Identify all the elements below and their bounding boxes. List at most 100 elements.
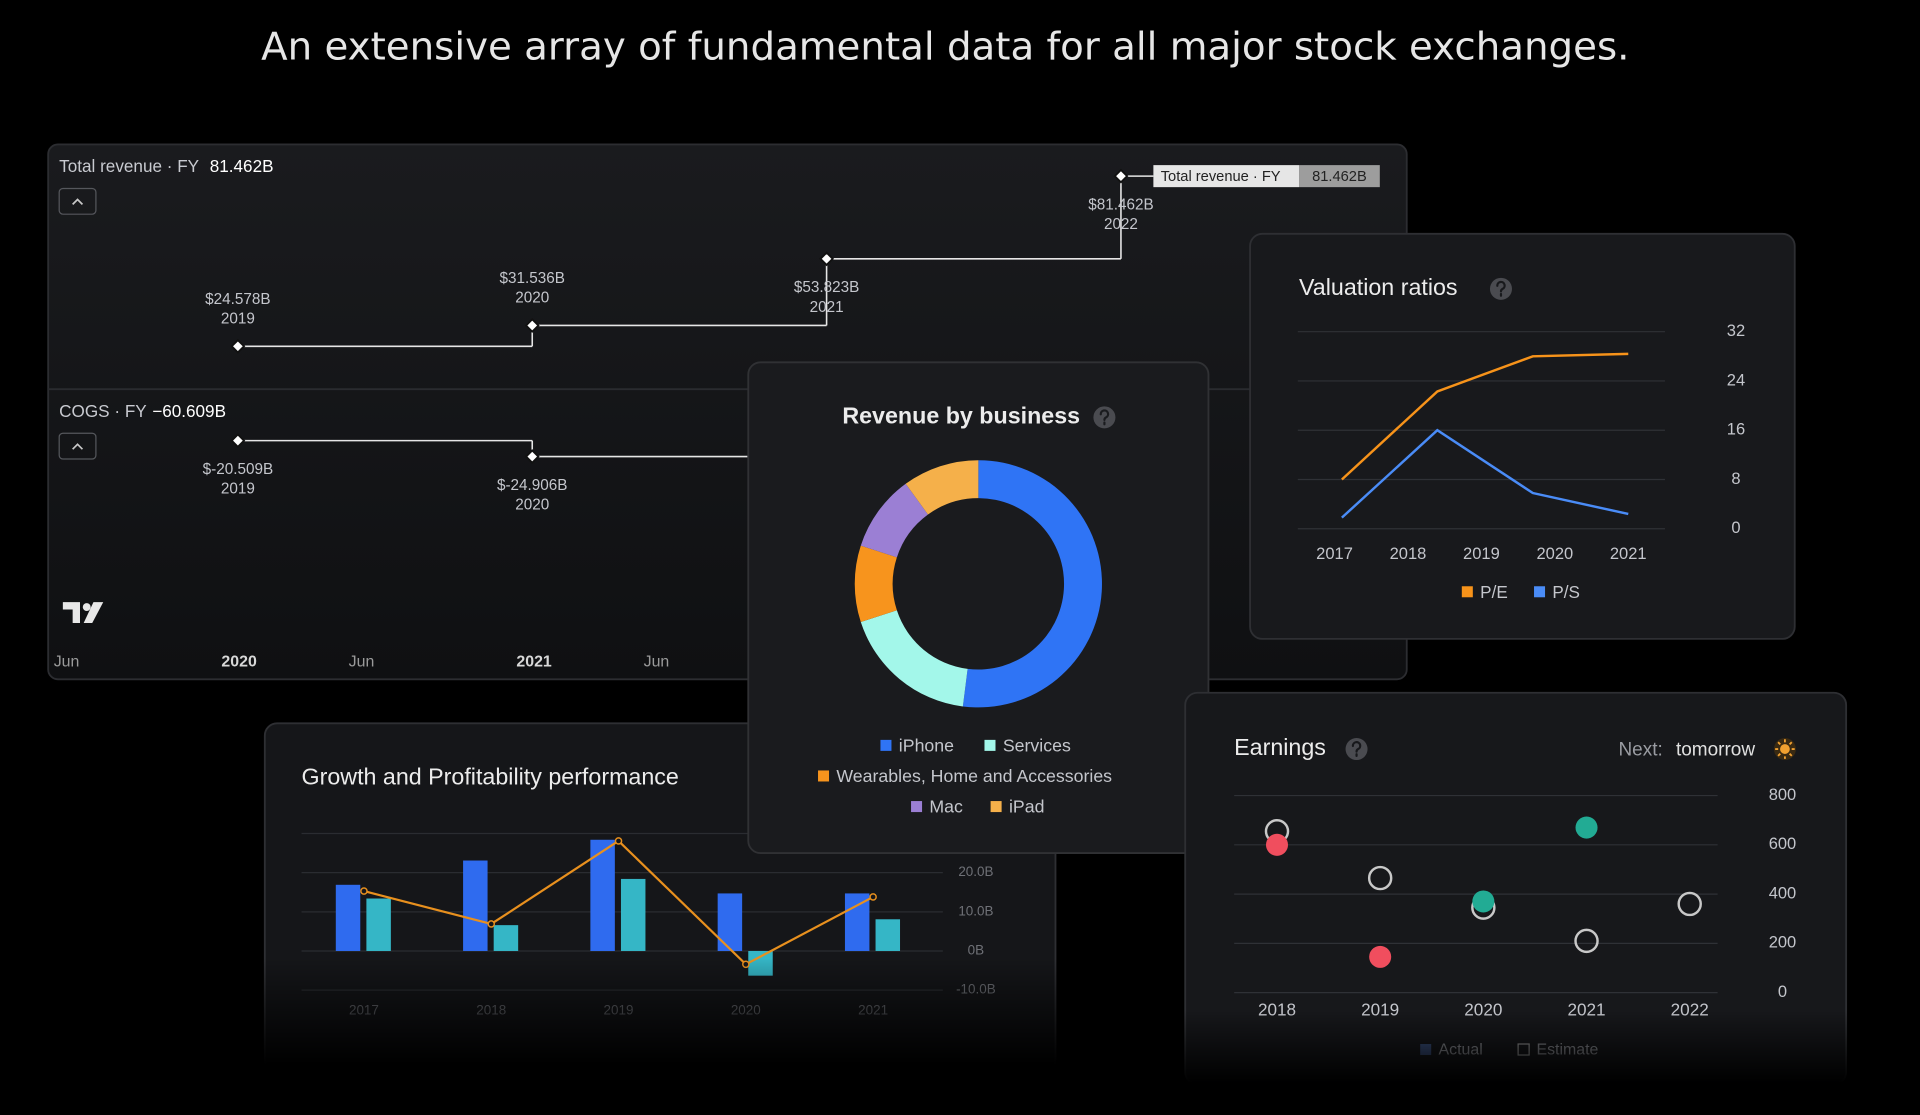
y-tick-label: -10.0B xyxy=(956,982,996,997)
data-point xyxy=(1113,168,1129,184)
x-tick-label: 2020 xyxy=(1536,544,1573,563)
legend-swatch xyxy=(984,739,996,751)
next-label: Next: xyxy=(1618,739,1662,760)
panel-title: Earnings xyxy=(1234,734,1326,760)
help-icon[interactable] xyxy=(1489,277,1512,300)
estimate-point xyxy=(1367,865,1393,891)
next-value: tomorrow xyxy=(1676,739,1755,760)
x-tick-label: 2020 xyxy=(1464,999,1502,1019)
collapse-button[interactable] xyxy=(58,432,97,460)
donut-slice xyxy=(860,610,968,707)
y-tick-label: 16 xyxy=(1727,420,1745,439)
x-tick-label: 2018 xyxy=(476,1003,506,1018)
sun-icon xyxy=(1773,738,1796,761)
value-label: $-24.906B xyxy=(497,477,568,494)
actual-point xyxy=(1265,833,1289,856)
bar xyxy=(366,898,391,951)
x-axis-label: 2020 xyxy=(221,653,257,670)
legend-label: Services xyxy=(1003,735,1071,755)
line-marker xyxy=(360,887,368,895)
panel xyxy=(747,361,1210,854)
x-tick-label: 2019 xyxy=(1463,544,1500,563)
actual-point xyxy=(1369,945,1392,968)
bar xyxy=(463,860,488,951)
panel-title: Total revenue · FY xyxy=(59,156,199,176)
panel-title: Growth and Profitability performance xyxy=(302,764,679,790)
legend-swatch xyxy=(818,770,830,782)
legend-label: Wearables, Home and Accessories xyxy=(836,766,1112,786)
actual-point xyxy=(1575,816,1598,839)
estimate-point xyxy=(1574,928,1599,954)
bar xyxy=(335,884,361,951)
data-point xyxy=(230,338,246,354)
donut-slice xyxy=(905,460,979,515)
panel-value: 81.462B xyxy=(210,156,274,176)
value-label: $31.536B xyxy=(500,270,565,287)
bar xyxy=(875,919,901,951)
line-marker xyxy=(869,893,877,901)
data-point xyxy=(230,433,246,449)
bar xyxy=(590,839,615,951)
estimate-point xyxy=(1677,891,1702,917)
tooltip-title: Total revenue · FY xyxy=(1161,169,1281,185)
legend-swatch xyxy=(911,801,923,813)
data-point xyxy=(524,318,540,333)
bar xyxy=(844,893,870,951)
y-tick-label: 800 xyxy=(1769,785,1797,804)
value-label: $-20.509B xyxy=(203,461,274,478)
line-marker xyxy=(487,920,496,928)
legend-swatch xyxy=(990,801,1002,813)
donut-slice xyxy=(860,483,929,558)
legend-label: P/E xyxy=(1480,582,1508,602)
x-tick-label: 2022 xyxy=(1671,999,1709,1019)
legend-swatch xyxy=(880,739,892,751)
value-label: $24.578B xyxy=(205,291,270,308)
x-axis-label: Jun xyxy=(54,653,80,670)
tradingview-logo xyxy=(62,602,104,623)
donut-slice xyxy=(962,460,1102,708)
legend-label: Actual xyxy=(1439,1041,1483,1058)
year-label: 2022 xyxy=(1104,216,1138,233)
panel-title: Valuation ratios xyxy=(1299,274,1458,300)
legend-label: Estimate xyxy=(1536,1041,1598,1058)
x-axis-label: Jun xyxy=(349,653,375,670)
y-tick-label: 0 xyxy=(1778,982,1787,1001)
legend-swatch xyxy=(1461,586,1473,598)
x-tick-label: 2019 xyxy=(604,1003,634,1018)
help-icon[interactable] xyxy=(1345,738,1368,761)
year-label: 2019 xyxy=(221,310,255,327)
panel-title: Revenue by business xyxy=(842,403,1080,429)
legend-label: iPhone xyxy=(899,735,954,755)
series-line xyxy=(1341,352,1629,481)
help-icon[interactable] xyxy=(1093,406,1116,429)
y-tick-label: 8 xyxy=(1731,469,1740,488)
donut-panel: Revenue by business iPhone Services Wearabl… xyxy=(747,361,1210,854)
value-label: $53.823B xyxy=(794,279,859,296)
x-tick-label: 2017 xyxy=(349,1003,379,1018)
x-tick-label: 2018 xyxy=(1258,999,1296,1019)
panel-title: COGS · FY xyxy=(59,401,147,421)
valuation-panel: Valuation ratios 0 8 16 24 32 2017 2018 2019 2020… xyxy=(1249,232,1796,640)
bar xyxy=(493,925,519,951)
bar xyxy=(748,950,773,976)
y-tick-label: 0B xyxy=(968,943,984,958)
data-point xyxy=(819,251,835,267)
collapse-button[interactable] xyxy=(58,187,97,215)
legend-label: iPad xyxy=(1009,796,1044,816)
panel xyxy=(1249,232,1796,640)
panel xyxy=(1184,691,1848,1086)
legend-label: P/S xyxy=(1552,582,1580,602)
x-axis-label: 2021 xyxy=(516,653,552,670)
x-tick-label: 2019 xyxy=(1361,999,1399,1019)
panel-value: −60.609B xyxy=(152,401,226,421)
year-label: 2020 xyxy=(515,497,549,514)
line-marker xyxy=(742,960,750,969)
series-line xyxy=(1341,428,1629,519)
x-tick-label: 2021 xyxy=(1567,999,1605,1019)
y-tick-label: 200 xyxy=(1769,933,1797,952)
y-tick-label: 600 xyxy=(1769,834,1797,853)
y-tick-label: 24 xyxy=(1727,370,1745,389)
actual-point xyxy=(1472,890,1495,913)
